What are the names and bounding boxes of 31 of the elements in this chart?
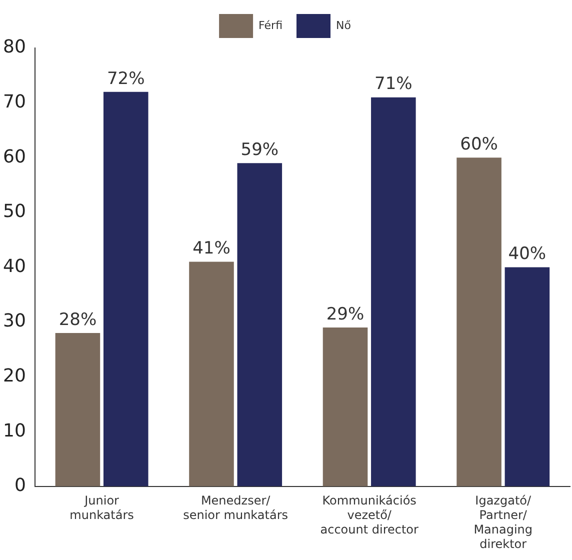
- bar: [456, 158, 502, 486]
- y-tick-label: 80: [3, 36, 26, 58]
- data-label: 41%: [192, 238, 230, 259]
- bar: [504, 267, 550, 486]
- x-tick-label: Menedzser/ senior munkatárs: [183, 494, 288, 522]
- y-tick-label: 30: [3, 310, 26, 332]
- bar: [103, 92, 148, 486]
- bar: [55, 332, 100, 486]
- y-tick-label: 20: [3, 365, 26, 386]
- y-tick-label: 0: [14, 475, 26, 496]
- bar: [237, 163, 282, 486]
- bar: [189, 262, 234, 486]
- data-label: 71%: [374, 74, 412, 94]
- x-tick-label: Junior munkatárs: [70, 494, 134, 522]
- y-tick-label: 10: [3, 420, 26, 442]
- data-label: 60%: [460, 134, 498, 155]
- data-label: 40%: [508, 244, 546, 264]
- data-label: 28%: [58, 310, 97, 330]
- data-label: 59%: [240, 140, 279, 160]
- legend-label: Férfi: [258, 18, 282, 32]
- y-tick-label: 70: [3, 91, 26, 112]
- y-tick-label: 40: [3, 256, 26, 277]
- legend-label: Nő: [336, 18, 352, 32]
- data-label: 72%: [106, 68, 145, 89]
- bar: [371, 97, 416, 486]
- bar: [322, 327, 368, 486]
- x-tick-label: Kommunikációs vezető/ account director: [320, 494, 419, 537]
- y-tick-label: 60: [3, 146, 26, 168]
- data-label: 29%: [326, 304, 364, 324]
- x-tick-label: Igazgató/ Partner/ Managing direktor: [474, 494, 533, 551]
- y-tick-label: 50: [3, 201, 26, 222]
